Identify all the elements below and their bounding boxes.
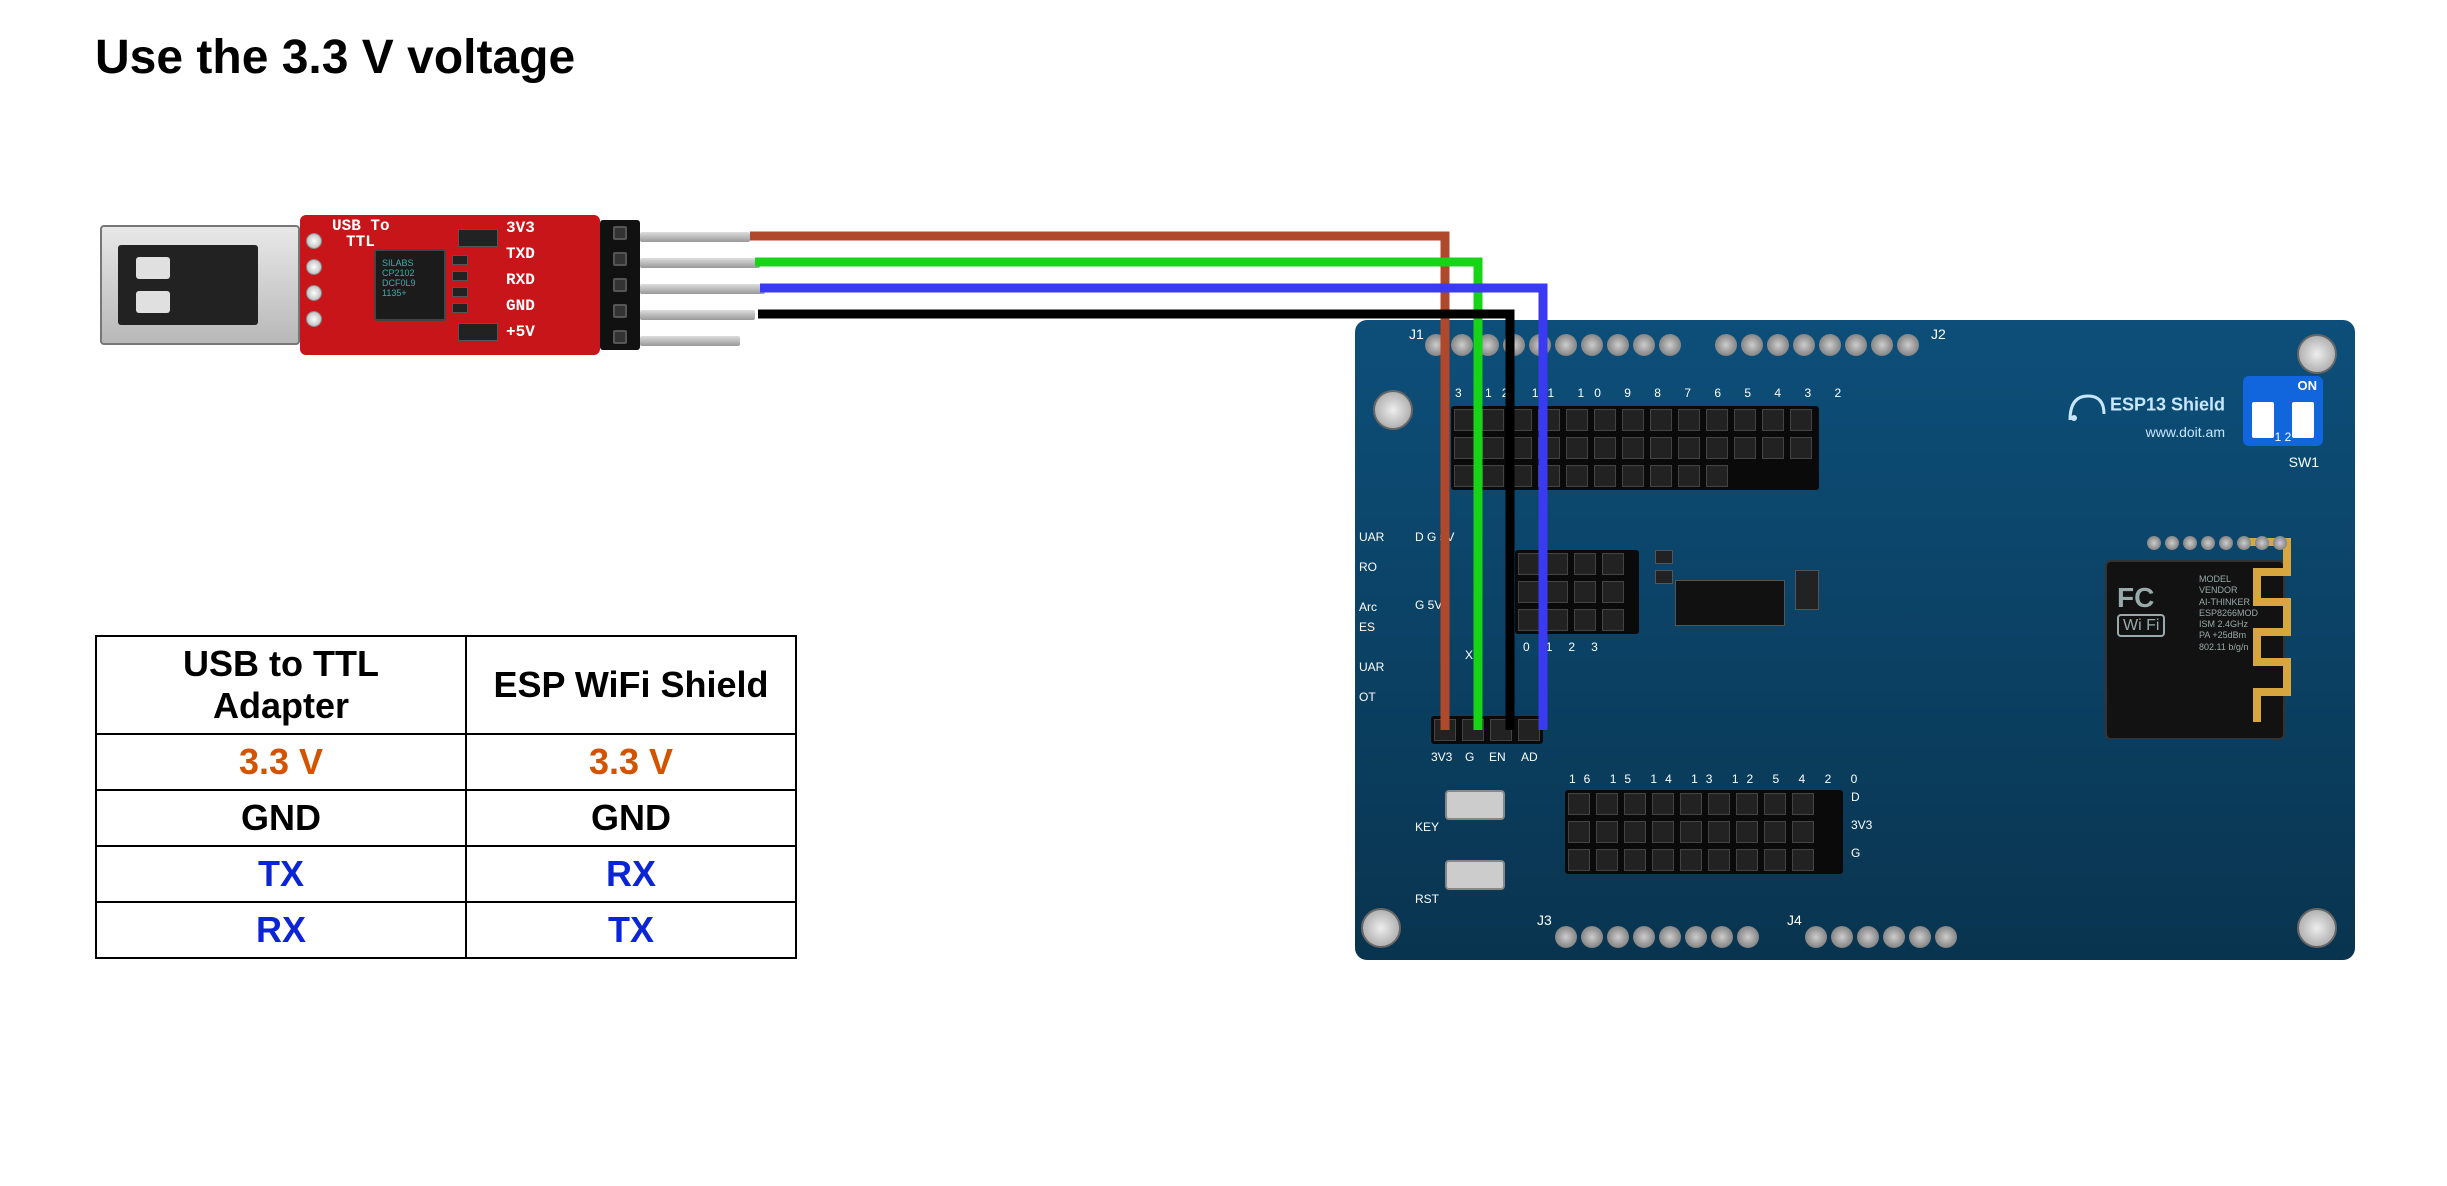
left-lbl-5: OT bbox=[1359, 690, 1376, 704]
esp8266-module: FC Wi Fi MODEL VENDOR AI-THINKER ESP8266… bbox=[2105, 560, 2285, 740]
table-row: 3.3 V 3.3 V bbox=[96, 734, 796, 790]
col-esp: ESP WiFi Shield bbox=[466, 636, 796, 734]
shield-regulator bbox=[1675, 580, 1785, 626]
esp-nums: 16 15 14 13 12 5 4 2 0 bbox=[1569, 772, 1865, 786]
shield-header-j3 bbox=[1555, 926, 1759, 948]
left-lbl-4: UAR bbox=[1359, 660, 1384, 674]
mid-pin-0: 3V3 bbox=[1431, 750, 1452, 764]
wire-3v3 bbox=[750, 236, 1445, 730]
usb-ttl-pcb: SILABS CP2102 DCF0L9 1135+ USB To TTL 3V… bbox=[300, 215, 600, 355]
silk-key: KEY bbox=[1415, 820, 1439, 834]
usb-ttl-pin-5v: +5V bbox=[506, 323, 535, 341]
mid-pin-2: EN bbox=[1489, 750, 1506, 764]
shield-mid-header bbox=[1515, 550, 1639, 634]
left-lbl-0: UAR bbox=[1359, 530, 1384, 544]
col-usb: USB to TTL Adapter bbox=[96, 636, 466, 734]
usb-ttl-pin-rxd: RXD bbox=[506, 271, 535, 289]
mid-num-row: 0123 bbox=[1523, 640, 1614, 654]
silk-j1: J1 bbox=[1409, 326, 1424, 342]
mid-pin-1: G bbox=[1465, 750, 1474, 764]
table-row: TX RX bbox=[96, 846, 796, 902]
usb-ttl-chip-marking: SILABS CP2102 DCF0L9 1135+ bbox=[382, 259, 416, 299]
key-button[interactable] bbox=[1445, 790, 1505, 820]
page-title: Use the 3.3 V voltage bbox=[95, 30, 575, 85]
silk-j2: J2 bbox=[1931, 326, 1946, 342]
left-lbl-2: Arc bbox=[1359, 600, 1377, 614]
shield-header-j4 bbox=[1805, 926, 1957, 948]
rst-button[interactable] bbox=[1445, 860, 1505, 890]
silk-x0: X0 bbox=[1465, 648, 1480, 662]
usb-ttl-header bbox=[600, 220, 640, 350]
usb-ttl-pin-gnd: GND bbox=[506, 297, 535, 315]
table-row: GND GND bbox=[96, 790, 796, 846]
mid-pin-3: AD bbox=[1521, 750, 1538, 764]
usb-ttl-silk-top2: TTL bbox=[346, 233, 375, 251]
shield-header-j1 bbox=[1425, 334, 1681, 356]
silk-sw1: SW1 bbox=[2289, 454, 2319, 470]
left-lbl-3: ES bbox=[1359, 620, 1375, 634]
usb-ttl-adapter: SILABS CP2102 DCF0L9 1135+ USB To TTL 3V… bbox=[100, 200, 720, 370]
silk-d: D bbox=[1851, 790, 1860, 804]
table-row: RX TX bbox=[96, 902, 796, 958]
silk-3v3: 3V3 bbox=[1851, 818, 1872, 832]
silk-j4: J4 bbox=[1787, 912, 1802, 928]
esp13-shield: J1 J2 ESP13 Shield www.doit.am 1 2 SW1 3… bbox=[1355, 320, 2355, 960]
pin-mapping-table: USB to TTL Adapter ESP WiFi Shield 3.3 V… bbox=[95, 635, 797, 959]
shield-header-j2 bbox=[1715, 334, 1919, 356]
shield-esp-header bbox=[1565, 790, 1843, 874]
dip-switch[interactable]: 1 2 bbox=[2243, 376, 2323, 446]
shield-uart-header bbox=[1431, 716, 1543, 744]
left-lbl-1: RO bbox=[1359, 560, 1377, 574]
shield-digital-header bbox=[1451, 406, 1819, 490]
usb-plug-inner bbox=[118, 245, 258, 325]
silk-g: G bbox=[1851, 846, 1860, 860]
shield-logo: ESP13 Shield www.doit.am bbox=[2066, 390, 2225, 441]
silk-dg5v-2: G 5V bbox=[1415, 598, 1442, 612]
silk-rst: RST bbox=[1415, 892, 1439, 906]
silk-dg5v-1: D G 5V bbox=[1415, 530, 1454, 544]
silk-j3: J3 bbox=[1537, 912, 1552, 928]
shield-top-numbers: 3 12 11 10 9 8 7 6 5 4 3 2 bbox=[1455, 386, 1851, 400]
usb-ttl-pin-3v3: 3V3 bbox=[506, 219, 535, 237]
usb-ttl-pin-txd: TXD bbox=[506, 245, 535, 263]
